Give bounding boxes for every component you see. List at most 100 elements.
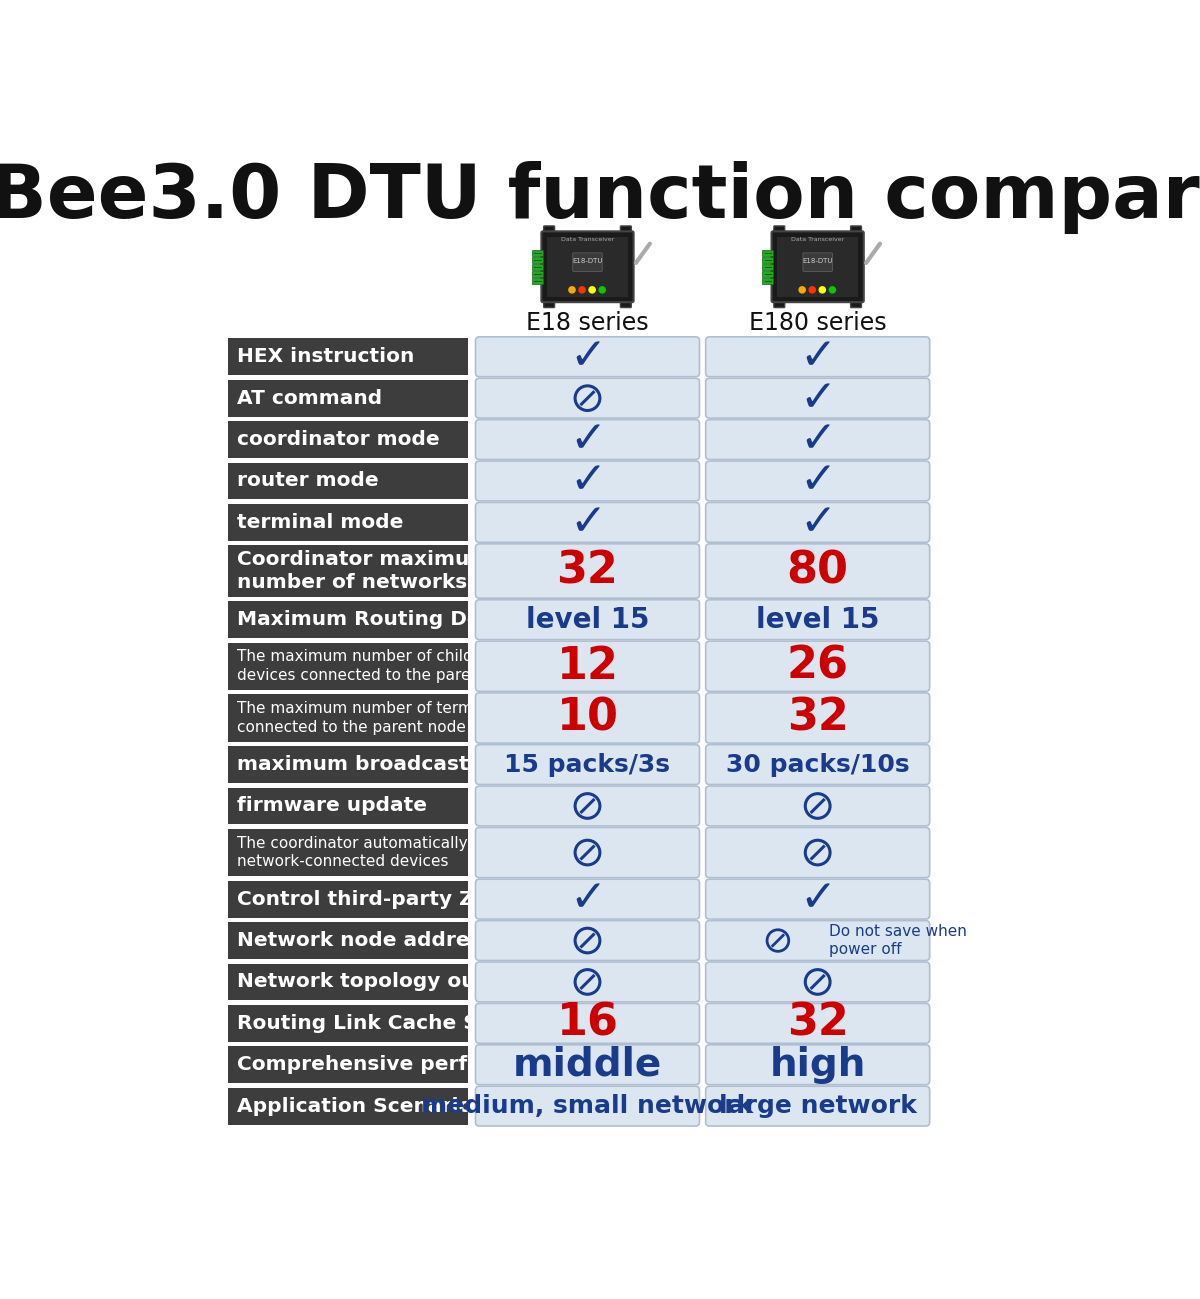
Bar bbox=[532, 264, 542, 270]
FancyBboxPatch shape bbox=[620, 299, 631, 308]
Text: AT command: AT command bbox=[236, 388, 382, 408]
Text: ✓: ✓ bbox=[799, 335, 836, 378]
Text: Do not save when
power off: Do not save when power off bbox=[829, 924, 967, 957]
FancyBboxPatch shape bbox=[475, 420, 700, 460]
FancyBboxPatch shape bbox=[475, 503, 700, 542]
FancyBboxPatch shape bbox=[475, 461, 700, 501]
FancyBboxPatch shape bbox=[706, 544, 930, 599]
Bar bbox=[228, 1047, 468, 1083]
FancyBboxPatch shape bbox=[774, 299, 785, 308]
FancyBboxPatch shape bbox=[475, 544, 700, 599]
FancyBboxPatch shape bbox=[706, 921, 930, 960]
FancyBboxPatch shape bbox=[706, 827, 930, 878]
Text: Coordinator maximum
number of networks: Coordinator maximum number of networks bbox=[236, 549, 490, 592]
Text: ✓: ✓ bbox=[569, 460, 606, 503]
Text: HEX instruction: HEX instruction bbox=[236, 347, 414, 366]
FancyBboxPatch shape bbox=[475, 921, 700, 960]
Circle shape bbox=[799, 287, 805, 294]
Text: The coordinator automatically identifies
network-connected devices: The coordinator automatically identifies… bbox=[236, 835, 542, 869]
Bar bbox=[228, 546, 468, 596]
Text: level 15: level 15 bbox=[526, 605, 649, 634]
FancyBboxPatch shape bbox=[475, 336, 700, 377]
FancyBboxPatch shape bbox=[475, 378, 700, 418]
FancyBboxPatch shape bbox=[706, 378, 930, 418]
Bar bbox=[228, 787, 468, 825]
FancyBboxPatch shape bbox=[541, 231, 634, 303]
Text: ✓: ✓ bbox=[569, 418, 606, 461]
FancyBboxPatch shape bbox=[706, 744, 930, 785]
Bar bbox=[532, 257, 542, 262]
FancyBboxPatch shape bbox=[774, 226, 785, 235]
FancyBboxPatch shape bbox=[772, 231, 864, 303]
Bar bbox=[532, 270, 542, 277]
Text: large network: large network bbox=[719, 1094, 917, 1118]
Bar bbox=[762, 257, 773, 262]
Bar bbox=[228, 504, 468, 540]
FancyBboxPatch shape bbox=[475, 786, 700, 826]
Text: 32: 32 bbox=[787, 1002, 848, 1044]
Circle shape bbox=[820, 287, 826, 294]
FancyBboxPatch shape bbox=[706, 692, 930, 743]
Bar bbox=[228, 462, 468, 499]
Text: ZigBee3.0 DTU function comparison: ZigBee3.0 DTU function comparison bbox=[0, 161, 1200, 234]
Text: Data Transceiver: Data Transceiver bbox=[560, 236, 614, 242]
FancyBboxPatch shape bbox=[475, 963, 700, 1002]
FancyBboxPatch shape bbox=[475, 642, 700, 691]
Text: Data Transceiver: Data Transceiver bbox=[791, 236, 845, 242]
Bar bbox=[228, 964, 468, 1000]
Text: 10: 10 bbox=[557, 696, 618, 739]
Bar bbox=[762, 249, 773, 256]
FancyBboxPatch shape bbox=[544, 299, 554, 308]
FancyBboxPatch shape bbox=[475, 879, 700, 920]
Text: 16: 16 bbox=[557, 1002, 618, 1044]
Text: ✓: ✓ bbox=[799, 377, 836, 420]
Text: E18-DTU: E18-DTU bbox=[572, 259, 602, 265]
Text: router mode: router mode bbox=[236, 472, 378, 491]
Text: level 15: level 15 bbox=[756, 605, 880, 634]
Text: Network node address table output: Network node address table output bbox=[236, 931, 642, 950]
Text: middle: middle bbox=[512, 1046, 662, 1083]
Text: 15 packs/3s: 15 packs/3s bbox=[504, 752, 671, 777]
FancyBboxPatch shape bbox=[572, 253, 602, 271]
Text: 12: 12 bbox=[557, 644, 618, 687]
Text: medium, small network: medium, small network bbox=[421, 1094, 754, 1118]
Bar bbox=[228, 421, 468, 459]
FancyBboxPatch shape bbox=[475, 1003, 700, 1043]
FancyBboxPatch shape bbox=[706, 642, 930, 691]
Bar bbox=[228, 746, 468, 783]
FancyBboxPatch shape bbox=[706, 879, 930, 920]
Text: 26: 26 bbox=[787, 644, 848, 687]
Circle shape bbox=[829, 287, 835, 294]
Text: The maximum number of terminal devices
connected to the parent node: The maximum number of terminal devices c… bbox=[236, 701, 564, 735]
Text: E180 series: E180 series bbox=[749, 310, 887, 335]
Bar bbox=[762, 278, 773, 283]
Bar bbox=[532, 249, 542, 256]
FancyBboxPatch shape bbox=[706, 1044, 930, 1085]
FancyBboxPatch shape bbox=[620, 226, 631, 235]
Text: E18-DTU: E18-DTU bbox=[803, 259, 833, 265]
FancyBboxPatch shape bbox=[706, 600, 930, 639]
Text: E18 series: E18 series bbox=[526, 310, 649, 335]
FancyBboxPatch shape bbox=[475, 1044, 700, 1085]
Circle shape bbox=[569, 287, 575, 294]
FancyBboxPatch shape bbox=[776, 236, 858, 296]
FancyBboxPatch shape bbox=[544, 226, 554, 235]
Circle shape bbox=[809, 287, 815, 294]
FancyBboxPatch shape bbox=[706, 786, 930, 826]
Text: The maximum number of child routing
devices connected to the parent node: The maximum number of child routing devi… bbox=[236, 650, 532, 683]
FancyBboxPatch shape bbox=[706, 1086, 930, 1126]
Text: ✓: ✓ bbox=[569, 501, 606, 544]
Text: firmware update: firmware update bbox=[236, 796, 427, 816]
Bar bbox=[228, 695, 468, 742]
Bar bbox=[228, 338, 468, 375]
FancyBboxPatch shape bbox=[706, 503, 930, 542]
Text: ✓: ✓ bbox=[569, 878, 606, 921]
Text: 32: 32 bbox=[787, 696, 848, 739]
Bar bbox=[228, 922, 468, 959]
Circle shape bbox=[599, 287, 605, 294]
Bar bbox=[228, 881, 468, 917]
Text: ✓: ✓ bbox=[799, 501, 836, 544]
Text: Comprehensive performance: Comprehensive performance bbox=[236, 1055, 565, 1074]
FancyBboxPatch shape bbox=[475, 692, 700, 743]
FancyBboxPatch shape bbox=[475, 827, 700, 878]
